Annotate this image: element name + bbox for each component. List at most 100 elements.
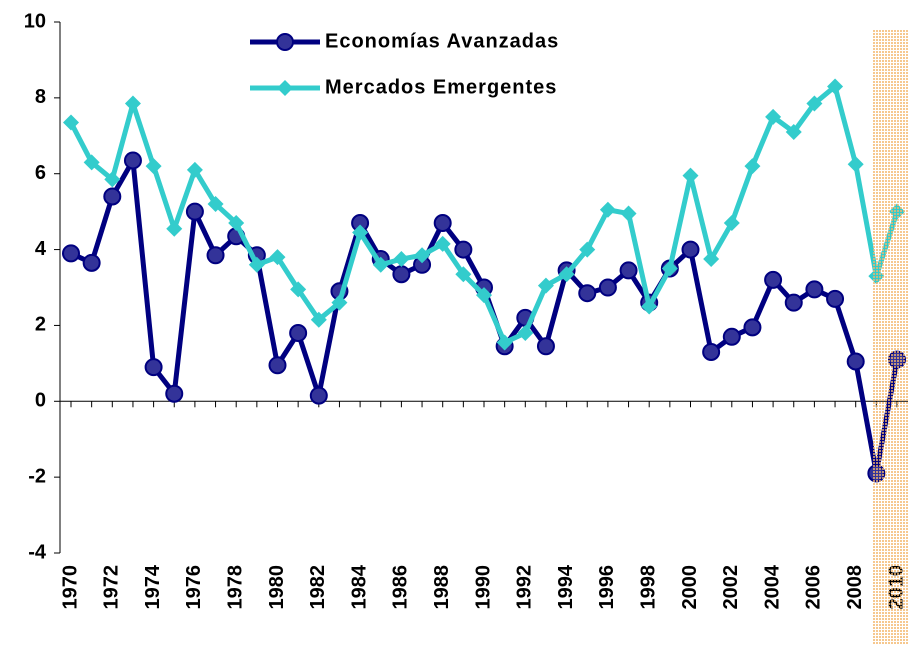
- point: [82, 253, 101, 272]
- point: [207, 196, 224, 213]
- x-tick-label: 1996: [596, 565, 618, 610]
- x-tick-label: 1988: [431, 565, 453, 610]
- point: [393, 251, 410, 268]
- point: [123, 151, 142, 170]
- point: [681, 240, 700, 259]
- y-tick-label: 8: [35, 86, 46, 108]
- x-tick-label: 2002: [720, 565, 742, 610]
- x-tick-label: 1978: [224, 565, 246, 610]
- y-tick-label: -2: [28, 465, 46, 487]
- legend-marker: [277, 80, 293, 96]
- point: [145, 158, 162, 175]
- point: [185, 202, 204, 221]
- point: [682, 167, 699, 184]
- point: [476, 287, 492, 304]
- point: [124, 95, 141, 112]
- y-tick-label: 0: [35, 390, 46, 412]
- x-tick-label: 1970: [59, 565, 81, 610]
- point: [289, 324, 308, 343]
- point: [268, 356, 287, 375]
- point: [537, 277, 554, 294]
- y-tick-label: -4: [28, 541, 47, 563]
- x-tick-label: 1990: [472, 565, 494, 610]
- point: [806, 95, 823, 112]
- point: [827, 78, 844, 95]
- x-tick-label: 1986: [390, 565, 412, 610]
- point: [434, 235, 451, 252]
- point: [846, 352, 865, 371]
- point: [352, 224, 369, 241]
- point: [578, 284, 597, 303]
- point: [414, 247, 431, 264]
- point: [764, 270, 783, 289]
- point: [805, 280, 824, 299]
- point: [433, 214, 452, 233]
- point: [331, 294, 348, 311]
- point: [455, 266, 472, 283]
- legend-marker: [276, 33, 294, 51]
- point: [166, 220, 183, 237]
- point: [392, 265, 411, 284]
- point: [310, 311, 327, 328]
- y-tick-label: 2: [35, 314, 46, 336]
- point: [722, 327, 741, 346]
- point: [144, 358, 163, 377]
- x-tick-label: 1984: [348, 564, 370, 609]
- y-tick-label: 10: [24, 10, 46, 32]
- point: [63, 114, 79, 131]
- point: [723, 215, 740, 232]
- point: [536, 337, 555, 356]
- point: [165, 384, 184, 403]
- point: [641, 298, 658, 315]
- y-tick-label: 6: [35, 162, 46, 184]
- x-tick-label: 1974: [142, 564, 164, 609]
- y-tick-label: 4: [35, 238, 47, 260]
- point: [290, 281, 307, 298]
- x-tick-label: 2008: [844, 565, 866, 610]
- point: [309, 386, 328, 405]
- point: [744, 158, 761, 175]
- x-tick-label: 1972: [101, 565, 123, 610]
- point: [784, 293, 803, 312]
- legend-label: Economías Avanzadas: [325, 30, 559, 52]
- point: [599, 201, 616, 218]
- point: [661, 260, 678, 277]
- point: [248, 256, 265, 273]
- point: [558, 266, 575, 283]
- point: [702, 342, 721, 361]
- point: [372, 256, 389, 273]
- point: [206, 246, 225, 265]
- point: [186, 161, 203, 178]
- point: [847, 156, 864, 173]
- point: [765, 108, 782, 125]
- x-tick-label: 1994: [555, 564, 577, 609]
- point: [785, 123, 802, 140]
- legend-label: Mercados Emergentes: [325, 76, 557, 98]
- point: [743, 318, 762, 337]
- point: [269, 249, 286, 266]
- point: [454, 240, 473, 259]
- point: [619, 261, 638, 280]
- x-tick-label: 1976: [183, 565, 205, 610]
- x-tick-label: 2006: [803, 565, 825, 610]
- point: [103, 187, 122, 206]
- x-tick-label: 2004: [761, 564, 783, 609]
- point: [62, 244, 80, 263]
- point: [826, 289, 845, 308]
- x-tick-label: 2000: [679, 565, 701, 610]
- point: [496, 334, 513, 351]
- point: [83, 154, 100, 171]
- point: [517, 325, 534, 342]
- x-tick-label: 1980: [266, 565, 288, 610]
- point: [579, 241, 596, 258]
- point: [598, 278, 617, 297]
- x-tick-label: 1982: [307, 565, 329, 610]
- forecast-band: [872, 30, 908, 644]
- point: [104, 171, 121, 188]
- x-tick-label: 1992: [514, 565, 536, 610]
- point: [703, 251, 720, 268]
- point: [228, 215, 245, 232]
- x-tick-label: 1998: [637, 565, 659, 610]
- point: [620, 205, 637, 222]
